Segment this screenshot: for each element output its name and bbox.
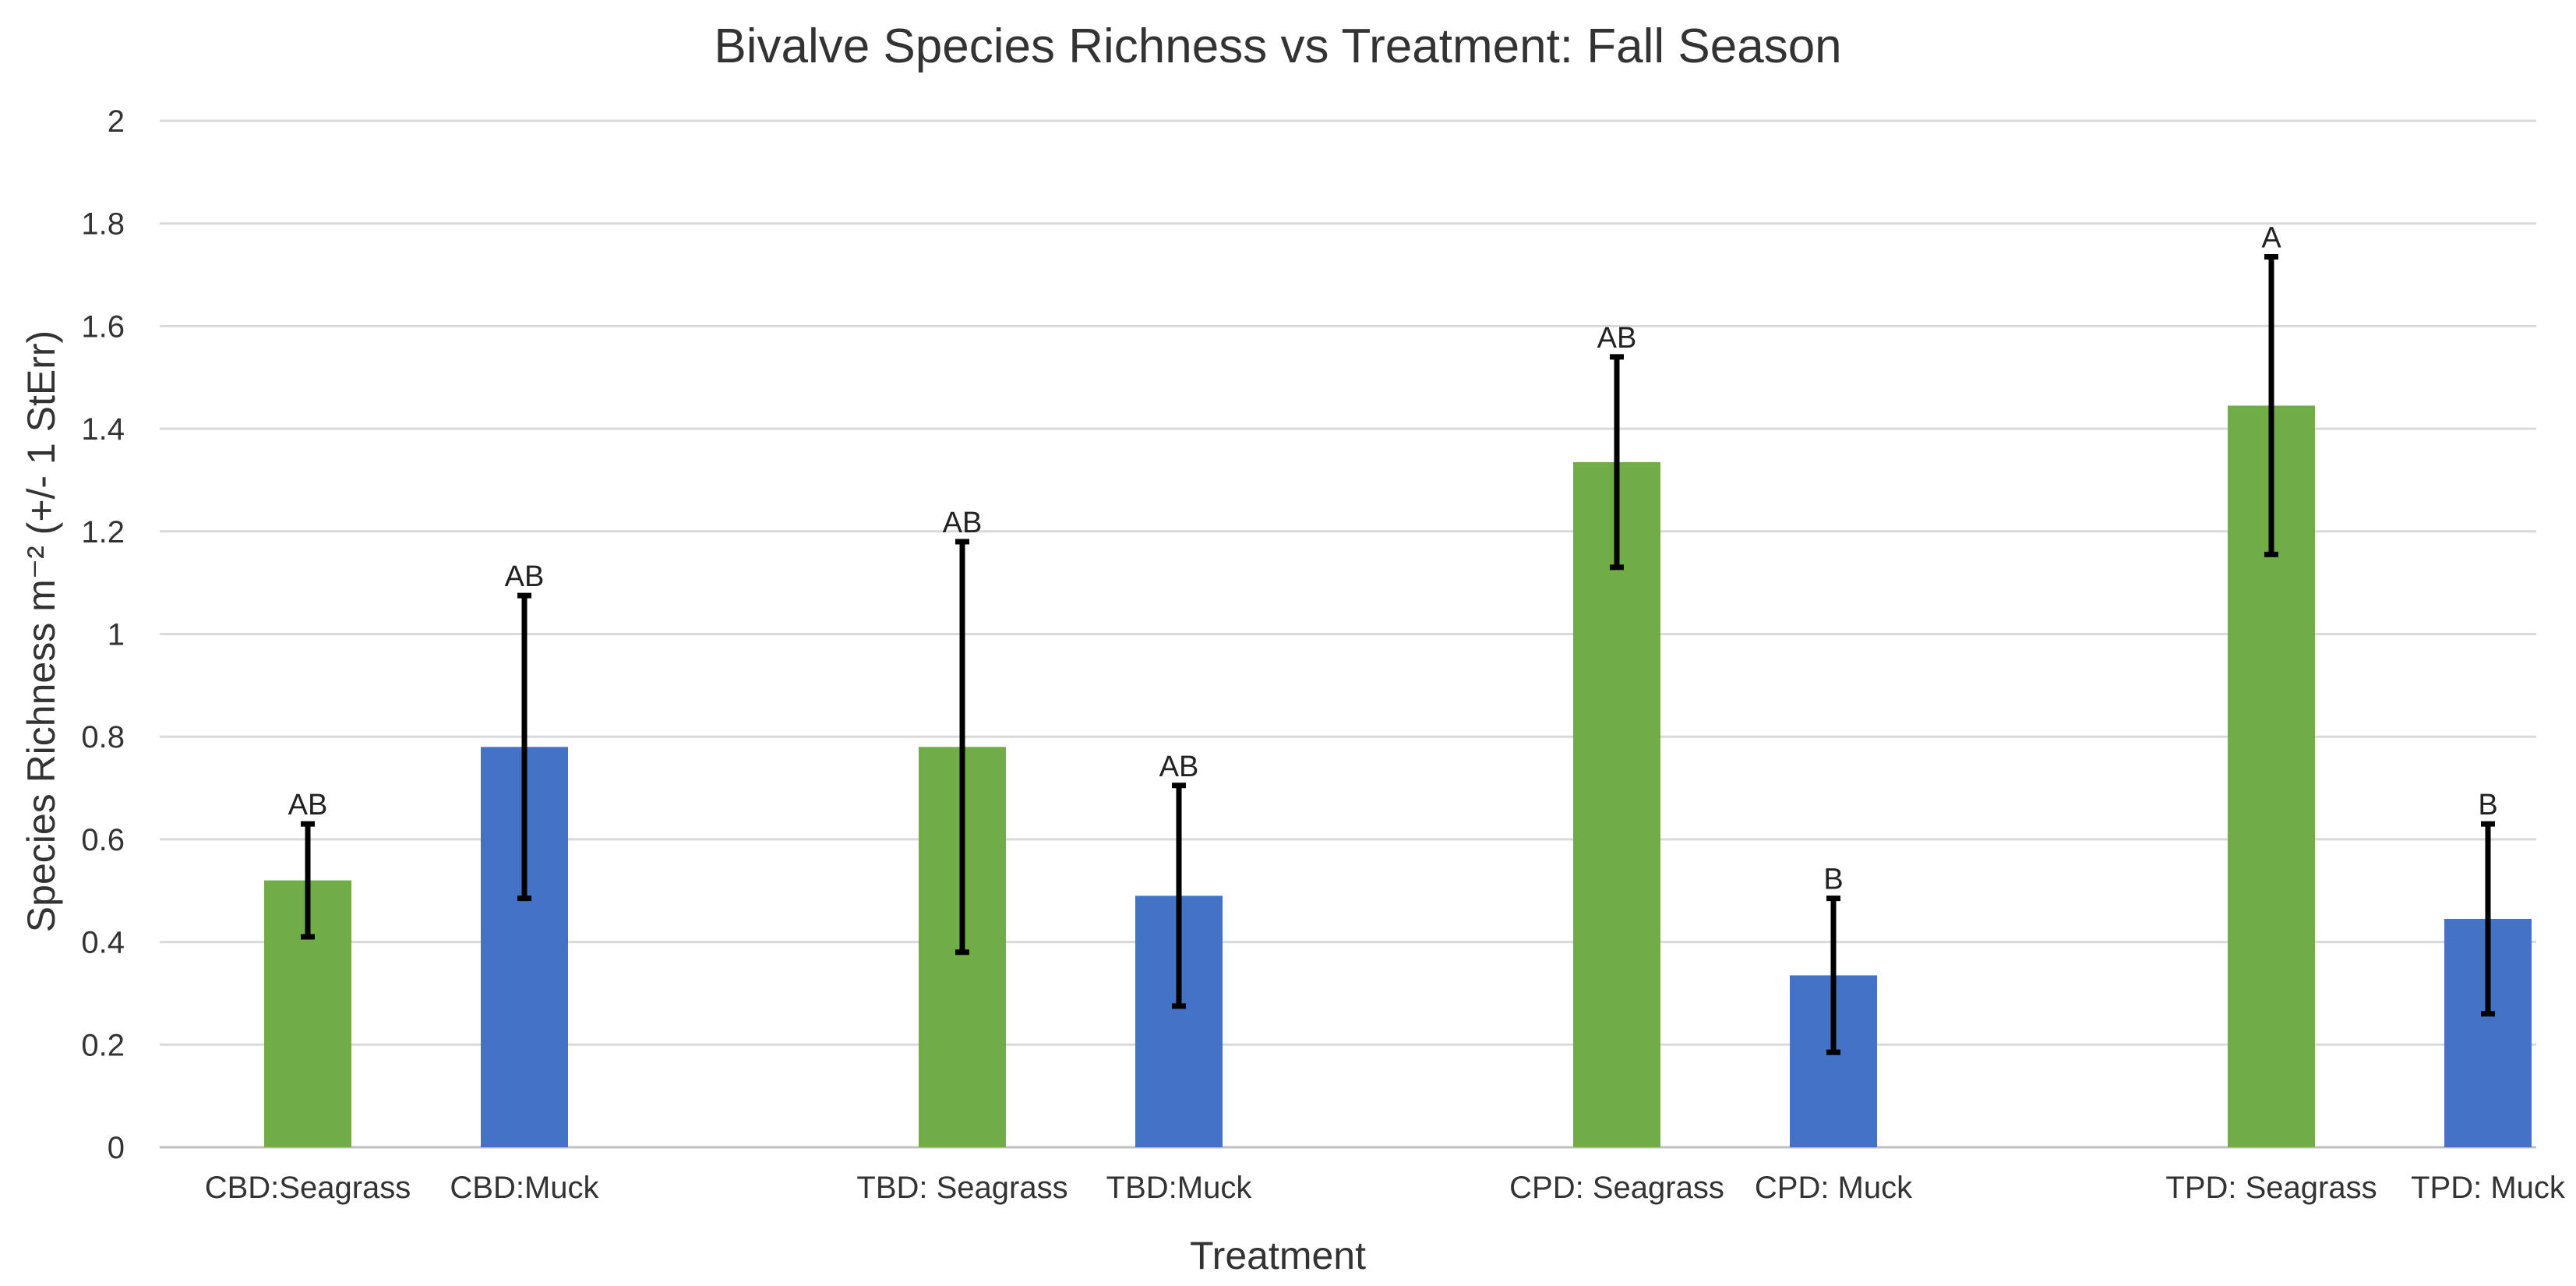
- x-tick-label: CBD:Seagrass: [205, 1171, 411, 1205]
- y-tick-label: 1.6: [81, 309, 125, 344]
- x-tick-label: CPD: Seagrass: [1509, 1171, 1724, 1205]
- y-tick-label: 2: [108, 104, 125, 139]
- y-tick-label: 1.4: [81, 412, 125, 447]
- x-tick-label: TBD:Muck: [1106, 1171, 1253, 1205]
- x-tick-label: CBD:Muck: [450, 1171, 599, 1205]
- y-tick-label: 0.8: [81, 720, 125, 754]
- x-axis-title: Treatment: [1190, 1234, 1366, 1277]
- x-tick-label: TBD: Seagrass: [856, 1171, 1067, 1205]
- y-tick-label: 0.4: [81, 926, 125, 960]
- y-tick-label: 1: [108, 618, 125, 652]
- significance-label: B: [1823, 864, 1843, 896]
- x-tick-label: TPD: Seagrass: [2165, 1171, 2377, 1205]
- significance-label: AB: [288, 789, 328, 821]
- y-tick-label: 1.8: [81, 207, 125, 242]
- y-tick-label: 0.2: [81, 1028, 125, 1062]
- y-axis-title: Species Richness m⁻² (+/- 1 StErr): [19, 330, 63, 932]
- x-axis-category-labels: CBD:Seagrass CBD:Muck TBD: Seagrass TBD:Muc…: [205, 1171, 2566, 1205]
- x-tick-label: CPD: Muck: [1755, 1171, 1913, 1205]
- y-tick-label: 0: [108, 1131, 125, 1165]
- y-tick-label: 0.6: [81, 823, 125, 857]
- bar: [1573, 461, 1660, 1147]
- significance-label: AB: [1597, 322, 1637, 355]
- error-bars: [301, 254, 2495, 1055]
- x-tick-label: TPD: Muck: [2411, 1171, 2566, 1205]
- significance-label: AB: [943, 507, 983, 539]
- significance-label: AB: [1159, 751, 1199, 783]
- y-tick-label: 1.2: [81, 515, 125, 549]
- significance-label: A: [2261, 222, 2281, 255]
- significance-label: AB: [505, 560, 545, 593]
- significance-label: B: [2478, 789, 2497, 821]
- y-axis-ticks: 0 0.2 0.4 0.6 0.8 1 1.2 1.4 1.6 1.8 2: [81, 104, 125, 1165]
- bars: [264, 405, 2532, 1147]
- chart-title: Bivalve Species Richness vs Treatment: F…: [714, 19, 1841, 73]
